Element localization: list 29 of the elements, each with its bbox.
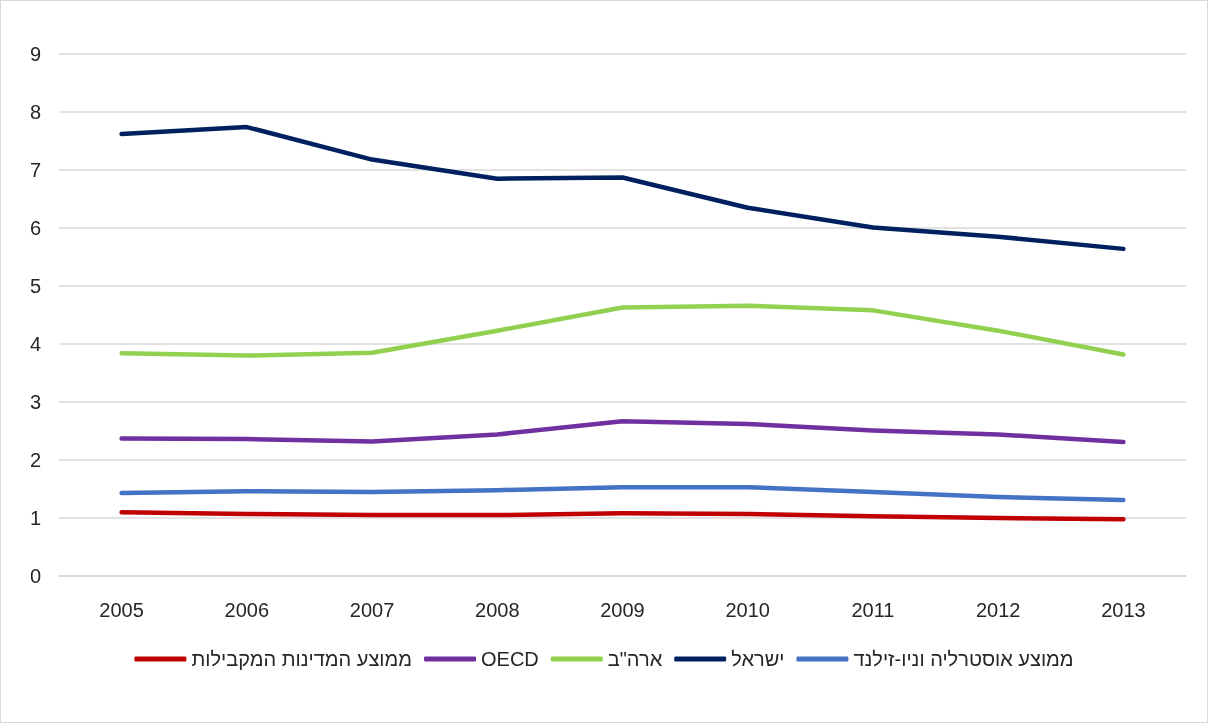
x-tick-label: 2005 [99, 599, 144, 621]
x-tick-label: 2013 [1101, 599, 1146, 621]
y-tick-label: 2 [29, 449, 41, 471]
y-tick-label: 6 [29, 217, 41, 239]
line-series [119, 509, 1126, 522]
y-tick-label: 4 [29, 333, 41, 355]
legend-label: ממוצע המדינות המקבילות [191, 648, 413, 670]
y-tick-label: 1 [29, 507, 41, 529]
line-series [119, 303, 1126, 358]
legend-label: ממוצע אוסטרליה וניו-זילנד [853, 648, 1074, 670]
y-tick-label: 5 [29, 275, 41, 297]
legend-label: OECD [481, 648, 539, 670]
y-tick-label: 3 [29, 391, 41, 413]
y-tick-label: 0 [29, 565, 41, 587]
x-tick-label: 2009 [600, 599, 645, 621]
legend-label: ישראל [731, 648, 785, 670]
x-tick-label: 2012 [975, 599, 1021, 621]
y-tick-label: 7 [29, 159, 41, 181]
x-tick-label: 2007 [349, 599, 395, 621]
y-tick-label: 9 [29, 43, 41, 65]
y-tick-label: 8 [29, 101, 41, 123]
legend-label: ארה"ב [607, 648, 663, 670]
line-series [119, 124, 1126, 252]
x-tick-label: 2011 [851, 599, 895, 621]
line-series [119, 418, 1126, 445]
line-series [119, 485, 1126, 503]
x-tick-label: 2008 [475, 599, 520, 621]
x-tick-label: 2010 [725, 599, 770, 621]
x-tick-label: 2006 [224, 599, 270, 621]
